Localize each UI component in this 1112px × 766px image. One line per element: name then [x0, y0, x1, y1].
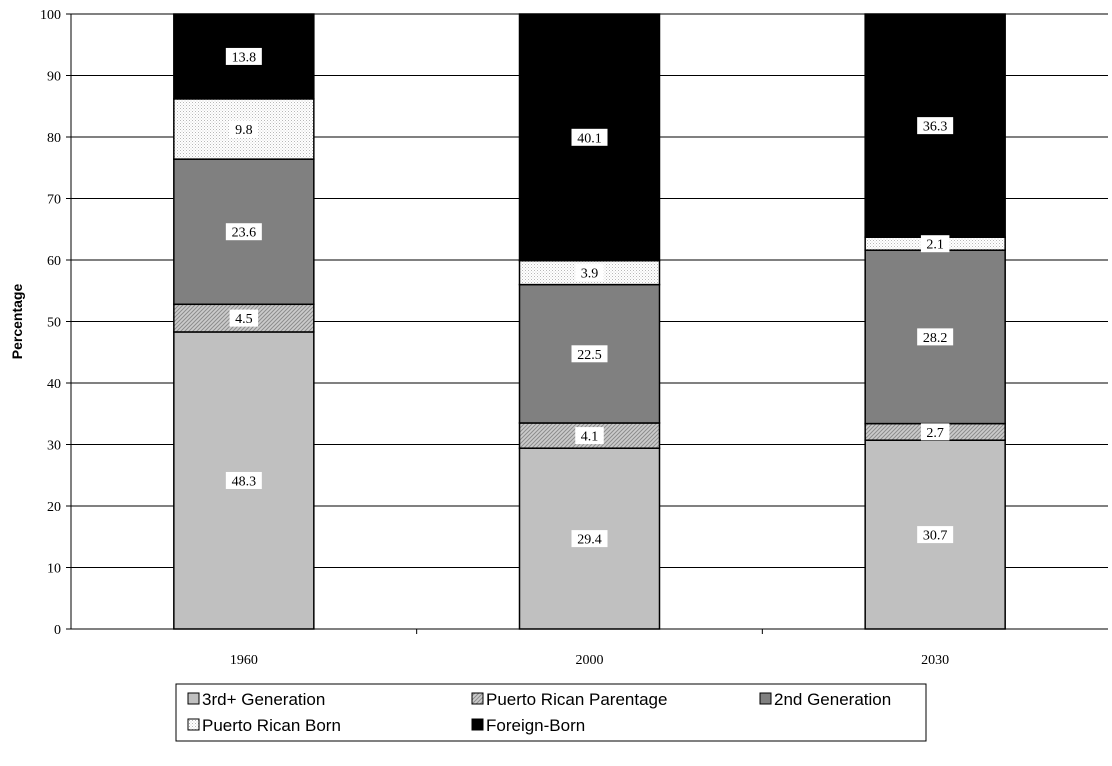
data-label-bg	[229, 120, 259, 138]
data-label: 48.3	[232, 474, 257, 489]
x-tick-label: 2000	[576, 653, 604, 668]
data-label: 23.6	[232, 226, 257, 241]
y-tick-label: 0	[54, 623, 61, 638]
data-label-bg	[917, 328, 954, 346]
data-label: 4.5	[235, 312, 253, 327]
y-tick-label: 40	[47, 377, 61, 392]
legend-box	[175, 683, 927, 742]
legend-label: 3rd+ Generation	[202, 690, 325, 709]
legend-swatch	[187, 692, 200, 705]
y-tick-label: 100	[40, 8, 61, 23]
data-label-bg	[225, 47, 262, 65]
data-label-bg	[225, 471, 262, 489]
data-label-bg	[920, 423, 950, 441]
data-label-bg	[225, 223, 262, 241]
y-tick-label: 80	[47, 131, 61, 146]
data-label: 4.1	[581, 430, 599, 445]
data-label: 28.2	[923, 331, 948, 346]
legend-swatch	[187, 718, 200, 731]
data-label: 40.1	[577, 131, 602, 146]
data-label: 3.9	[581, 267, 599, 282]
data-label: 36.3	[923, 120, 948, 135]
legend-label: Puerto Rican Born	[202, 716, 341, 735]
y-tick-label: 10	[47, 562, 61, 577]
legend-label: Foreign-Born	[486, 716, 585, 735]
data-label-bg	[917, 117, 954, 135]
data-label-bg	[920, 235, 950, 253]
legend-swatch	[471, 718, 484, 731]
legend-label: 2nd Generation	[774, 690, 891, 709]
legend-swatch	[759, 692, 772, 705]
x-tick-label: 1960	[230, 653, 258, 668]
data-label-bg	[229, 309, 259, 327]
data-label-bg	[571, 530, 608, 548]
y-tick-label: 20	[47, 500, 61, 515]
data-label: 30.7	[923, 529, 948, 544]
y-tick-label: 60	[47, 254, 61, 269]
y-tick-label: 90	[47, 70, 61, 85]
x-tick-label: 2030	[921, 653, 949, 668]
data-label-bg	[917, 526, 954, 544]
data-label-bg	[575, 264, 604, 282]
data-label: 22.5	[577, 348, 602, 363]
y-tick-label: 70	[47, 193, 61, 208]
data-label: 29.4	[577, 533, 602, 548]
y-tick-label: 30	[47, 439, 61, 454]
data-label: 2.7	[926, 426, 944, 441]
legend-label: Puerto Rican Parentage	[486, 690, 667, 709]
legend-swatch	[471, 692, 484, 705]
data-label-bg	[575, 427, 604, 445]
data-label: 9.8	[235, 123, 253, 138]
data-label: 13.8	[232, 50, 257, 65]
data-label: 2.1	[926, 238, 944, 253]
data-label-bg	[571, 128, 608, 146]
y-tick-label: 50	[47, 316, 61, 331]
y-axis-label: Percentage	[9, 284, 25, 360]
data-label-bg	[571, 345, 608, 363]
